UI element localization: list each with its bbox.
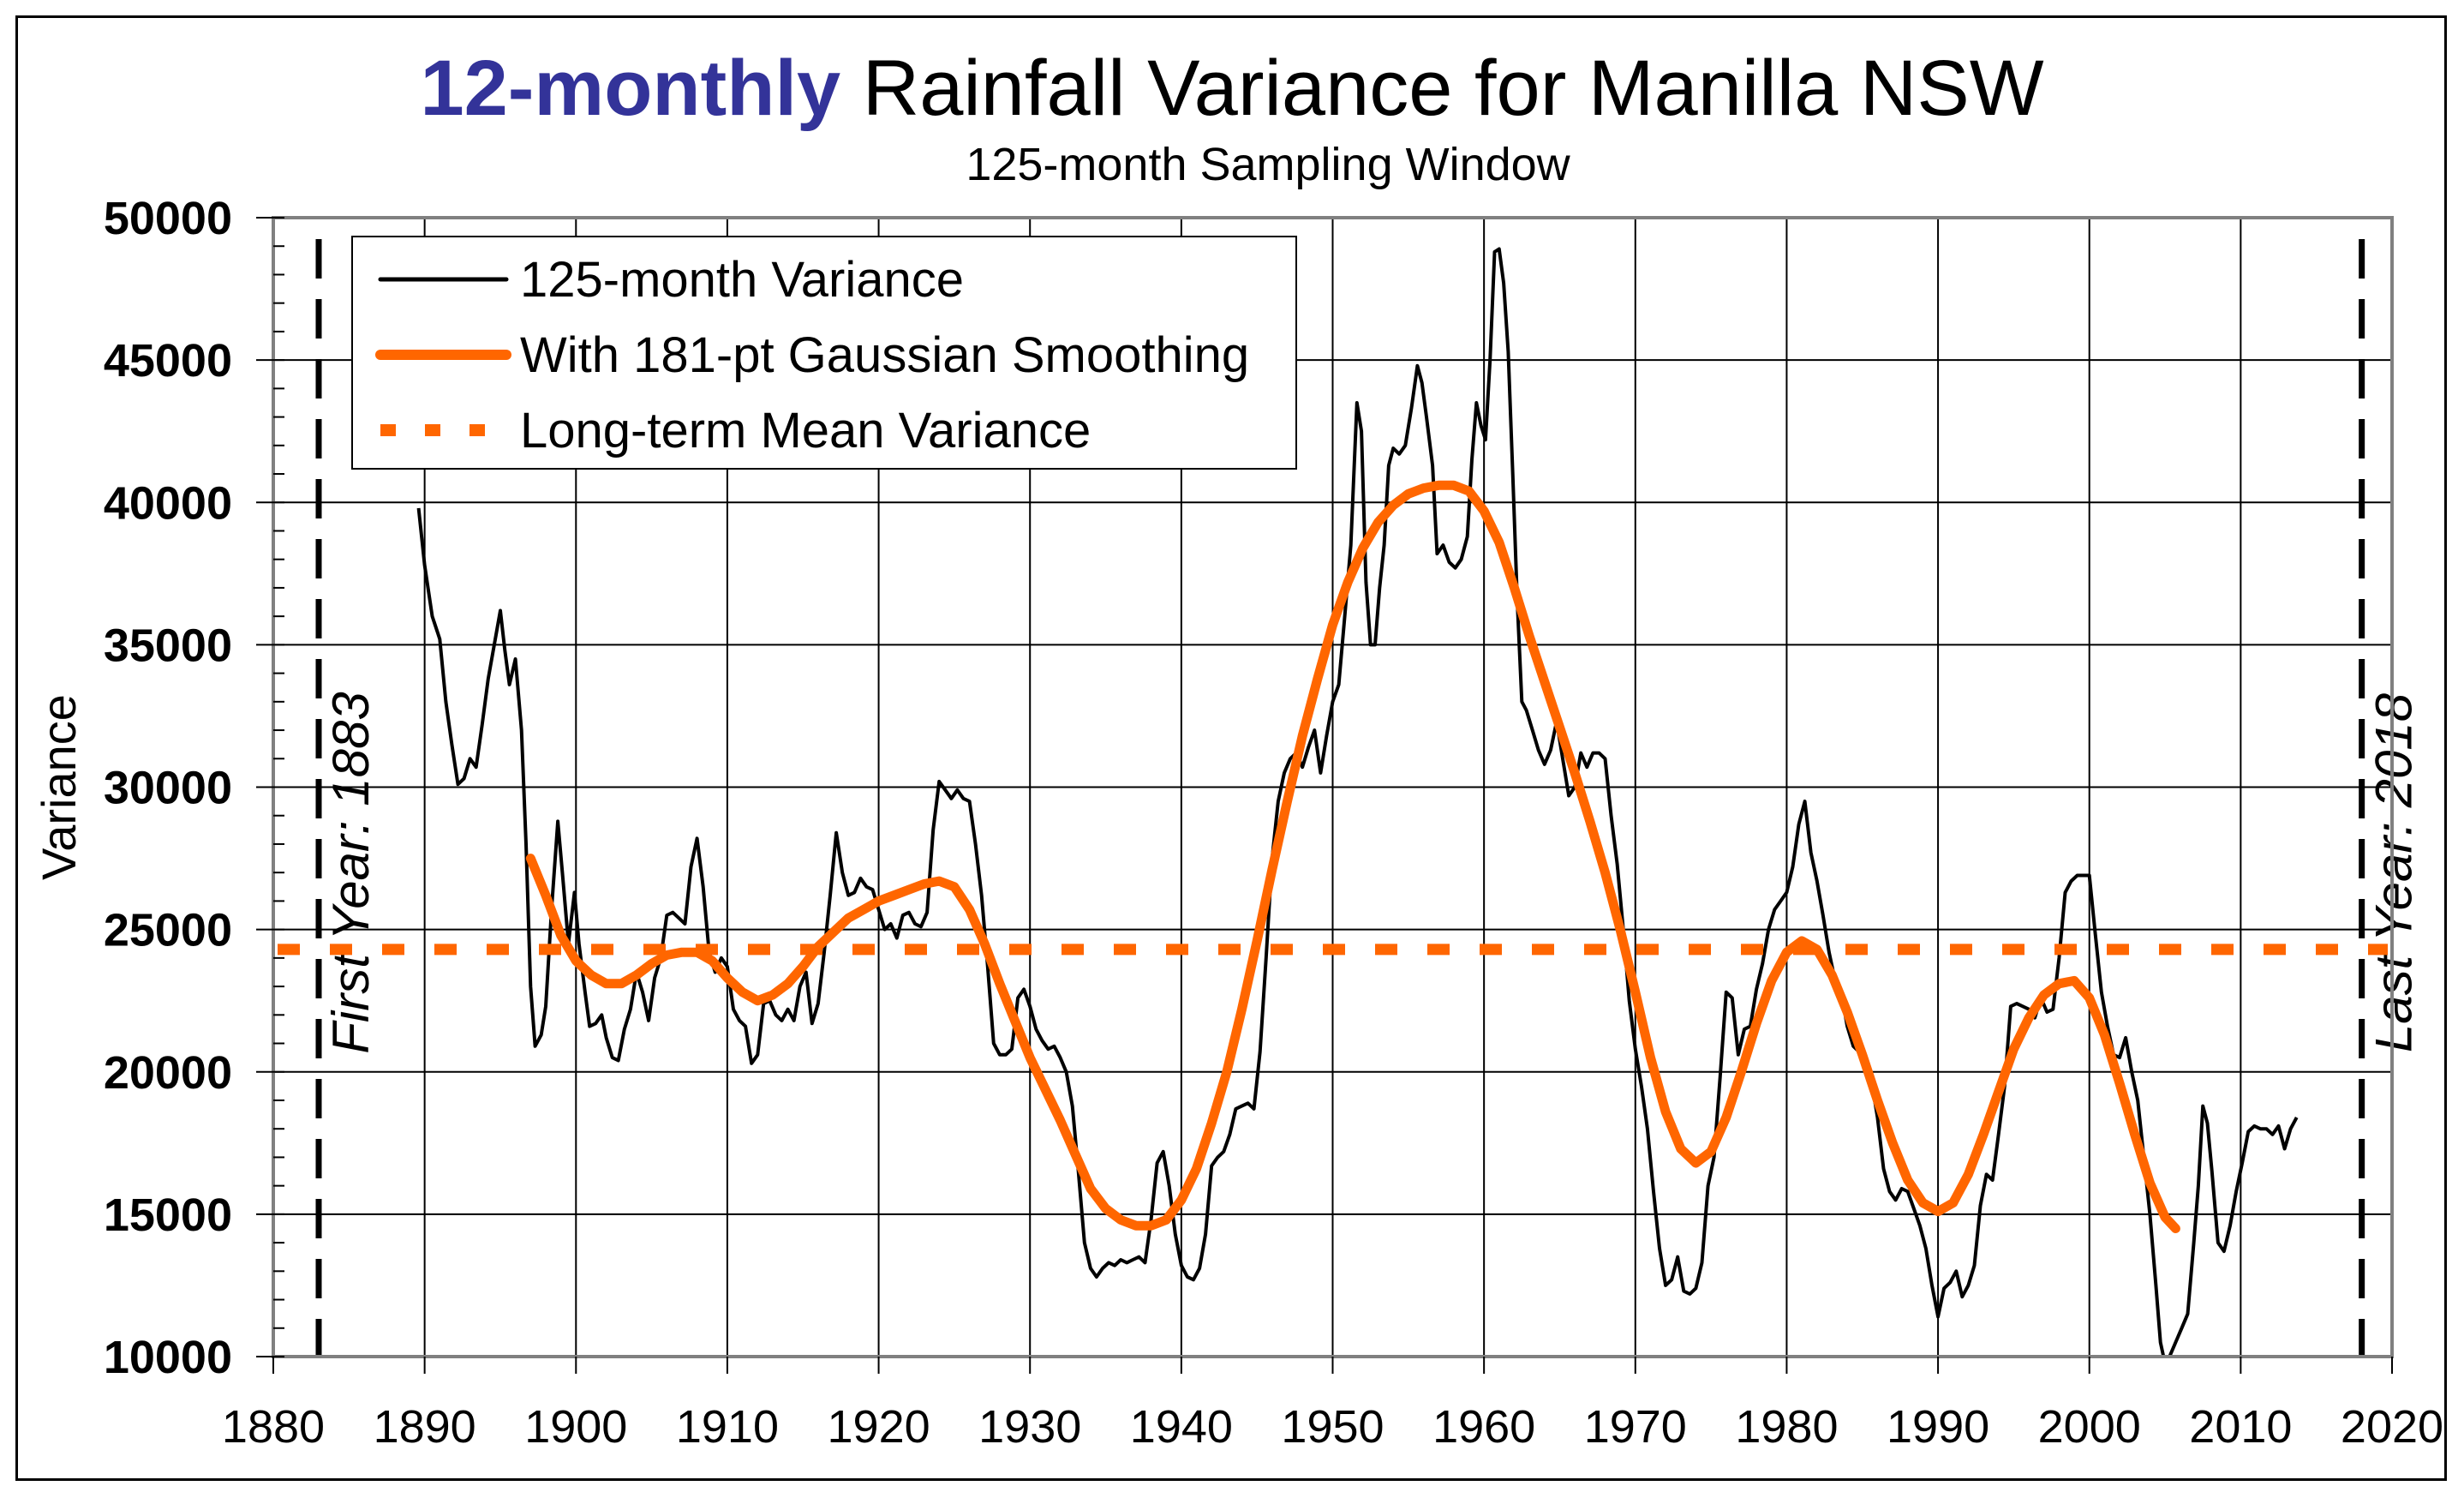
y-tick-label: 50000 — [104, 193, 232, 244]
legend-item: 125-month Variance — [378, 252, 964, 308]
annotation-label: Last Year: 2018 — [2365, 692, 2423, 1052]
y-tick-label: 20000 — [104, 1047, 232, 1099]
legend-item: Long-term Mean Variance — [380, 403, 1091, 458]
smoothed-line — [525, 480, 2180, 1233]
legend-item: With 181-pt Gaussian Smoothing — [375, 327, 1249, 383]
x-tick-label: 1910 — [676, 1401, 779, 1453]
x-tick-label: 2000 — [2038, 1401, 2141, 1453]
x-tick-label: 1990 — [1887, 1401, 1989, 1453]
series-layer — [278, 247, 2388, 1357]
x-tick-label: 1880 — [222, 1401, 325, 1453]
legend-label: With 181-pt Gaussian Smoothing — [520, 327, 1249, 383]
x-tick-label: 1920 — [828, 1401, 930, 1453]
x-tick-label: 1980 — [1735, 1401, 1838, 1453]
x-tick-label: 2010 — [2189, 1401, 2292, 1453]
y-axis-label: Variance — [32, 694, 86, 880]
y-tick-label: 25000 — [104, 905, 232, 956]
x-tick-label: 1970 — [1584, 1401, 1687, 1453]
annotations: First Year: 1883 Last Year: 2018 — [315, 239, 2423, 1357]
chart-frame — [15, 15, 2447, 1481]
y-tick-label: 10000 — [104, 1332, 232, 1383]
x-tick-label: 1950 — [1281, 1401, 1384, 1453]
title-highlight: 12-monthly — [420, 45, 841, 132]
y-tick-label: 45000 — [104, 335, 232, 386]
axes: 10000 15000 20000 25000 30000 35000 40000 45000… — [104, 193, 2443, 1453]
x-tick-label: 1930 — [978, 1401, 1081, 1453]
legend-label: 125-month Variance — [520, 252, 964, 308]
x-tick-label: 1960 — [1432, 1401, 1535, 1453]
y-tick-label: 30000 — [104, 763, 232, 814]
legend-label: Long-term Mean Variance — [520, 403, 1091, 458]
y-tick-label: 35000 — [104, 620, 232, 671]
y-tick-label: 15000 — [104, 1189, 232, 1241]
x-tick-label: 1900 — [524, 1401, 627, 1453]
annotation-label: First Year: 1883 — [322, 692, 380, 1053]
variance-line — [2168, 1104, 2299, 1357]
x-tick-label: 1940 — [1130, 1401, 1233, 1453]
x-tick-label: 1890 — [374, 1401, 476, 1453]
y-tick-label: 40000 — [104, 477, 232, 529]
title-rest: Rainfall Variance for Manilla NSW — [840, 45, 2044, 132]
chart-subtitle: 125-month Sampling Window — [966, 139, 1570, 190]
legend: 125-month Variance With 181-pt Gaussian S… — [351, 236, 1297, 470]
chart-title: 12-monthly Rainfall Variance for Manilla… — [0, 41, 2464, 135]
x-tick-label: 2020 — [2341, 1401, 2443, 1453]
